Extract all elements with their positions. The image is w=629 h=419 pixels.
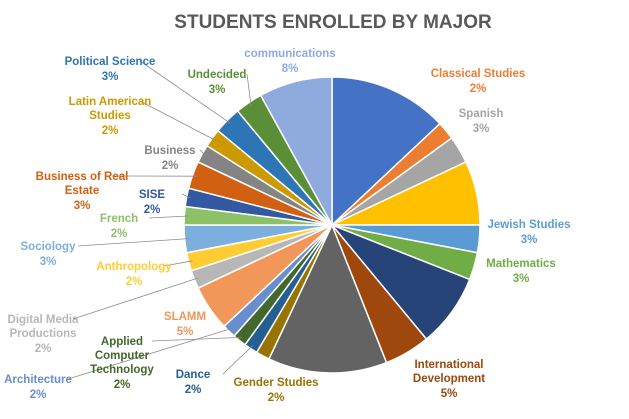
slice-label-gender-studies-9: Gender Studies 2% [234,377,319,404]
slice-label-international-development-7: International Development 5% [413,359,485,400]
slice-label-line: SISE [139,189,166,201]
leader-line-dance-10 [222,345,254,375]
leader-line-digital-media-productions-14 [72,277,199,320]
leader-line-undecided-23 [246,73,252,106]
slice-label-dance-10: Dance 2% [176,369,211,396]
slice-label-line: Computer [95,350,150,362]
leader-line-anthropology-15 [163,260,193,267]
slice-percent: 2% [35,343,52,355]
slice-percent: 3% [74,200,91,212]
slice-label-line: Technology [90,364,154,376]
slice-percent: 3% [473,123,490,135]
slice-label-line: SLAMM [164,311,206,323]
slice-label-line: Dance [176,369,211,381]
slice-label-mathematics-5: Mathematics 3% [486,258,556,285]
slice-percent: 3% [102,71,119,83]
slice-label-line: Applied [101,336,143,348]
slice-label-line: Business of Real [36,171,129,183]
slice-label-line: communications [244,48,335,60]
leader-line-latin-american-studies-21 [139,100,216,141]
slice-percent: 8% [282,63,299,75]
leader-line-sise-18 [181,193,191,199]
slice-percent: 2% [144,204,161,216]
slice-label-architecture-12: Architecture 2% [4,374,72,401]
slice-label-line: Productions [9,328,76,340]
slice-percent: 3% [513,273,530,285]
leader-line-architecture-12 [67,328,232,380]
slice-label-line: Political Science [65,56,156,68]
slice-label-line: Studies [89,110,131,122]
slice-percent: 3% [40,256,57,268]
slice-label-digital-media-productions-14: Digital Media Productions 2% [8,314,80,355]
slice-label-sociology-16: Sociology 3% [21,241,77,268]
slice-percent: 3% [209,84,226,96]
slice-percent: 2% [114,379,131,391]
slice-percent: 2% [268,392,285,404]
slice-label-line: International [414,359,483,371]
slice-percent: 2% [162,160,179,172]
slice-label-business-20: Business 2% [144,145,195,172]
slice-label-line: Development [413,373,485,385]
slice-percent: 2% [126,276,143,288]
slice-label-line: Gender Studies [234,377,319,389]
slice-label-anthropology-15: Anthropology 2% [96,261,172,288]
slice-label-latin-american-studies-21: Latin American Studies 2% [69,96,152,137]
slice-percent: 2% [470,83,487,95]
slice-label-line: Architecture [4,374,72,386]
leader-line-political-science-22 [139,60,231,124]
slice-label-applied-computer-technology-11: Applied Computer Technology 2% [90,336,154,391]
slice-percent: 2% [30,389,47,401]
slice-label-political-science-22: Political Science 3% [65,56,156,83]
slice-percent: 2% [185,384,202,396]
slice-label-line: Undecided [188,69,247,81]
pie-slice-unlabeled-8 [267,223,388,374]
slice-label-french-17: French 2% [100,213,138,240]
pie-slice-unlabeled-0 [331,76,441,227]
slice-percent: 5% [177,326,194,338]
slice-percent: 2% [102,125,119,137]
slice-label-communications-24: communications 8% [244,48,335,75]
pie-slice-communications-24 [259,76,333,226]
slice-label-line: French [100,213,138,225]
leader-line-sociology-16 [77,238,189,247]
slice-percent: 3% [521,234,538,246]
slice-label-sise-18: SISE 2% [139,189,166,216]
slice-label-jewish-studies-4: Jewish Studies 3% [487,219,570,246]
slice-percent: 2% [111,228,128,240]
slice-label-spanish-2: Spanish 3% [459,108,504,135]
slice-label-line: Business [144,145,195,157]
slice-label-line: Latin American [69,96,152,108]
slice-label-slamm-13: SLAMM 5% [164,311,206,338]
slice-label-line: Sociology [21,241,77,253]
slice-label-line: Anthropology [96,261,172,273]
slice-percent: 5% [441,388,458,400]
slice-label-line: Estate [65,185,100,197]
slice-label-line: Digital Media [8,314,80,326]
slice-label-line: Classical Studies [431,68,526,80]
slice-label-business-of-real-estate-19: Business of Real Estate 3% [36,171,129,212]
slice-label-classical-studies-1: Classical Studies 2% [431,68,526,95]
slice-label-line: Jewish Studies [487,219,570,231]
slice-label-line: Spanish [459,108,504,120]
slice-label-line: Mathematics [486,258,556,270]
leader-line-french-17 [148,215,189,219]
slice-label-undecided-23: Undecided 3% [188,69,247,96]
chart-title: STUDENTS ENROLLED BY MAJOR [174,12,492,33]
leader-line-business-20 [199,149,207,156]
